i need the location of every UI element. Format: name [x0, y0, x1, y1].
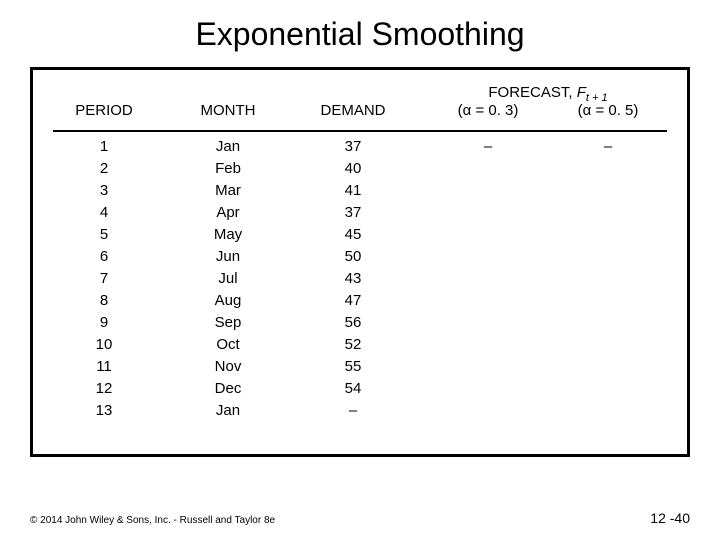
cell-month: Jan: [183, 138, 273, 155]
header-forecast-title: FORECAST, Ft + 1: [438, 84, 658, 104]
cell-month: Apr: [183, 204, 273, 221]
cell-month: Jun: [183, 248, 273, 265]
cell-period: 2: [59, 160, 149, 177]
table-row: 12 Dec 54: [53, 380, 667, 402]
cell-demand: 41: [308, 182, 398, 199]
cell-period: 11: [59, 358, 149, 375]
slide-title: Exponential Smoothing: [30, 16, 690, 53]
cell-demand: –: [308, 402, 398, 419]
cell-demand: 37: [308, 204, 398, 221]
table-header-row: PERIOD MONTH DEMAND FORECAST, Ft + 1 (α …: [53, 84, 667, 128]
table-row: 10 Oct 52: [53, 336, 667, 358]
table-row: 8 Aug 47: [53, 292, 667, 314]
cell-period: 1: [59, 138, 149, 155]
table-row: 5 May 45: [53, 226, 667, 248]
cell-month: May: [183, 226, 273, 243]
table-row: 6 Jun 50: [53, 248, 667, 270]
table-row: 13 Jan –: [53, 402, 667, 424]
cell-period: 6: [59, 248, 149, 265]
cell-alpha2: –: [558, 138, 658, 155]
cell-period: 7: [59, 270, 149, 287]
cell-period: 8: [59, 292, 149, 309]
cell-demand: 56: [308, 314, 398, 331]
slide-number: 12 -40: [650, 510, 690, 526]
cell-alpha1: –: [438, 138, 538, 155]
cell-month: Feb: [183, 160, 273, 177]
cell-demand: 50: [308, 248, 398, 265]
slide: Exponential Smoothing PERIOD MONTH DEMAN…: [0, 0, 720, 540]
cell-month: Nov: [183, 358, 273, 375]
cell-demand: 52: [308, 336, 398, 353]
cell-month: Oct: [183, 336, 273, 353]
table-row: 4 Apr 37: [53, 204, 667, 226]
table-row: 1 Jan 37 – –: [53, 138, 667, 160]
header-alpha2: (α = 0. 5): [558, 102, 658, 119]
cell-period: 13: [59, 402, 149, 419]
cell-demand: 55: [308, 358, 398, 375]
table-body: 1 Jan 37 – – 2 Feb 40 3 Mar 41 4 Apr 37 5 May 45 6 Jun 50 7 J…: [53, 138, 667, 424]
header-month: MONTH: [183, 102, 273, 119]
cell-demand: 43: [308, 270, 398, 287]
cell-demand: 54: [308, 380, 398, 397]
cell-month: Aug: [183, 292, 273, 309]
cell-demand: 45: [308, 226, 398, 243]
cell-demand: 37: [308, 138, 398, 155]
table-row: 9 Sep 56: [53, 314, 667, 336]
cell-demand: 40: [308, 160, 398, 177]
cell-period: 3: [59, 182, 149, 199]
cell-month: Jul: [183, 270, 273, 287]
table-row: 2 Feb 40: [53, 160, 667, 182]
cell-month: Sep: [183, 314, 273, 331]
cell-month: Jan: [183, 402, 273, 419]
header-alpha1: (α = 0. 3): [438, 102, 538, 119]
table-frame: PERIOD MONTH DEMAND FORECAST, Ft + 1 (α …: [30, 67, 690, 457]
cell-demand: 47: [308, 292, 398, 309]
cell-month: Dec: [183, 380, 273, 397]
header-rule: [53, 130, 667, 132]
copyright-footer: © 2014 John Wiley & Sons, Inc. - Russell…: [30, 515, 275, 526]
cell-period: 5: [59, 226, 149, 243]
table-row: 11 Nov 55: [53, 358, 667, 380]
header-forecast-prefix: FORECAST,: [488, 84, 576, 101]
table-row: 7 Jul 43: [53, 270, 667, 292]
cell-period: 10: [59, 336, 149, 353]
header-demand: DEMAND: [308, 102, 398, 119]
header-period: PERIOD: [59, 102, 149, 119]
cell-month: Mar: [183, 182, 273, 199]
table-row: 3 Mar 41: [53, 182, 667, 204]
header-forecast-symbol: F: [577, 84, 586, 101]
cell-period: 9: [59, 314, 149, 331]
cell-period: 4: [59, 204, 149, 221]
cell-period: 12: [59, 380, 149, 397]
